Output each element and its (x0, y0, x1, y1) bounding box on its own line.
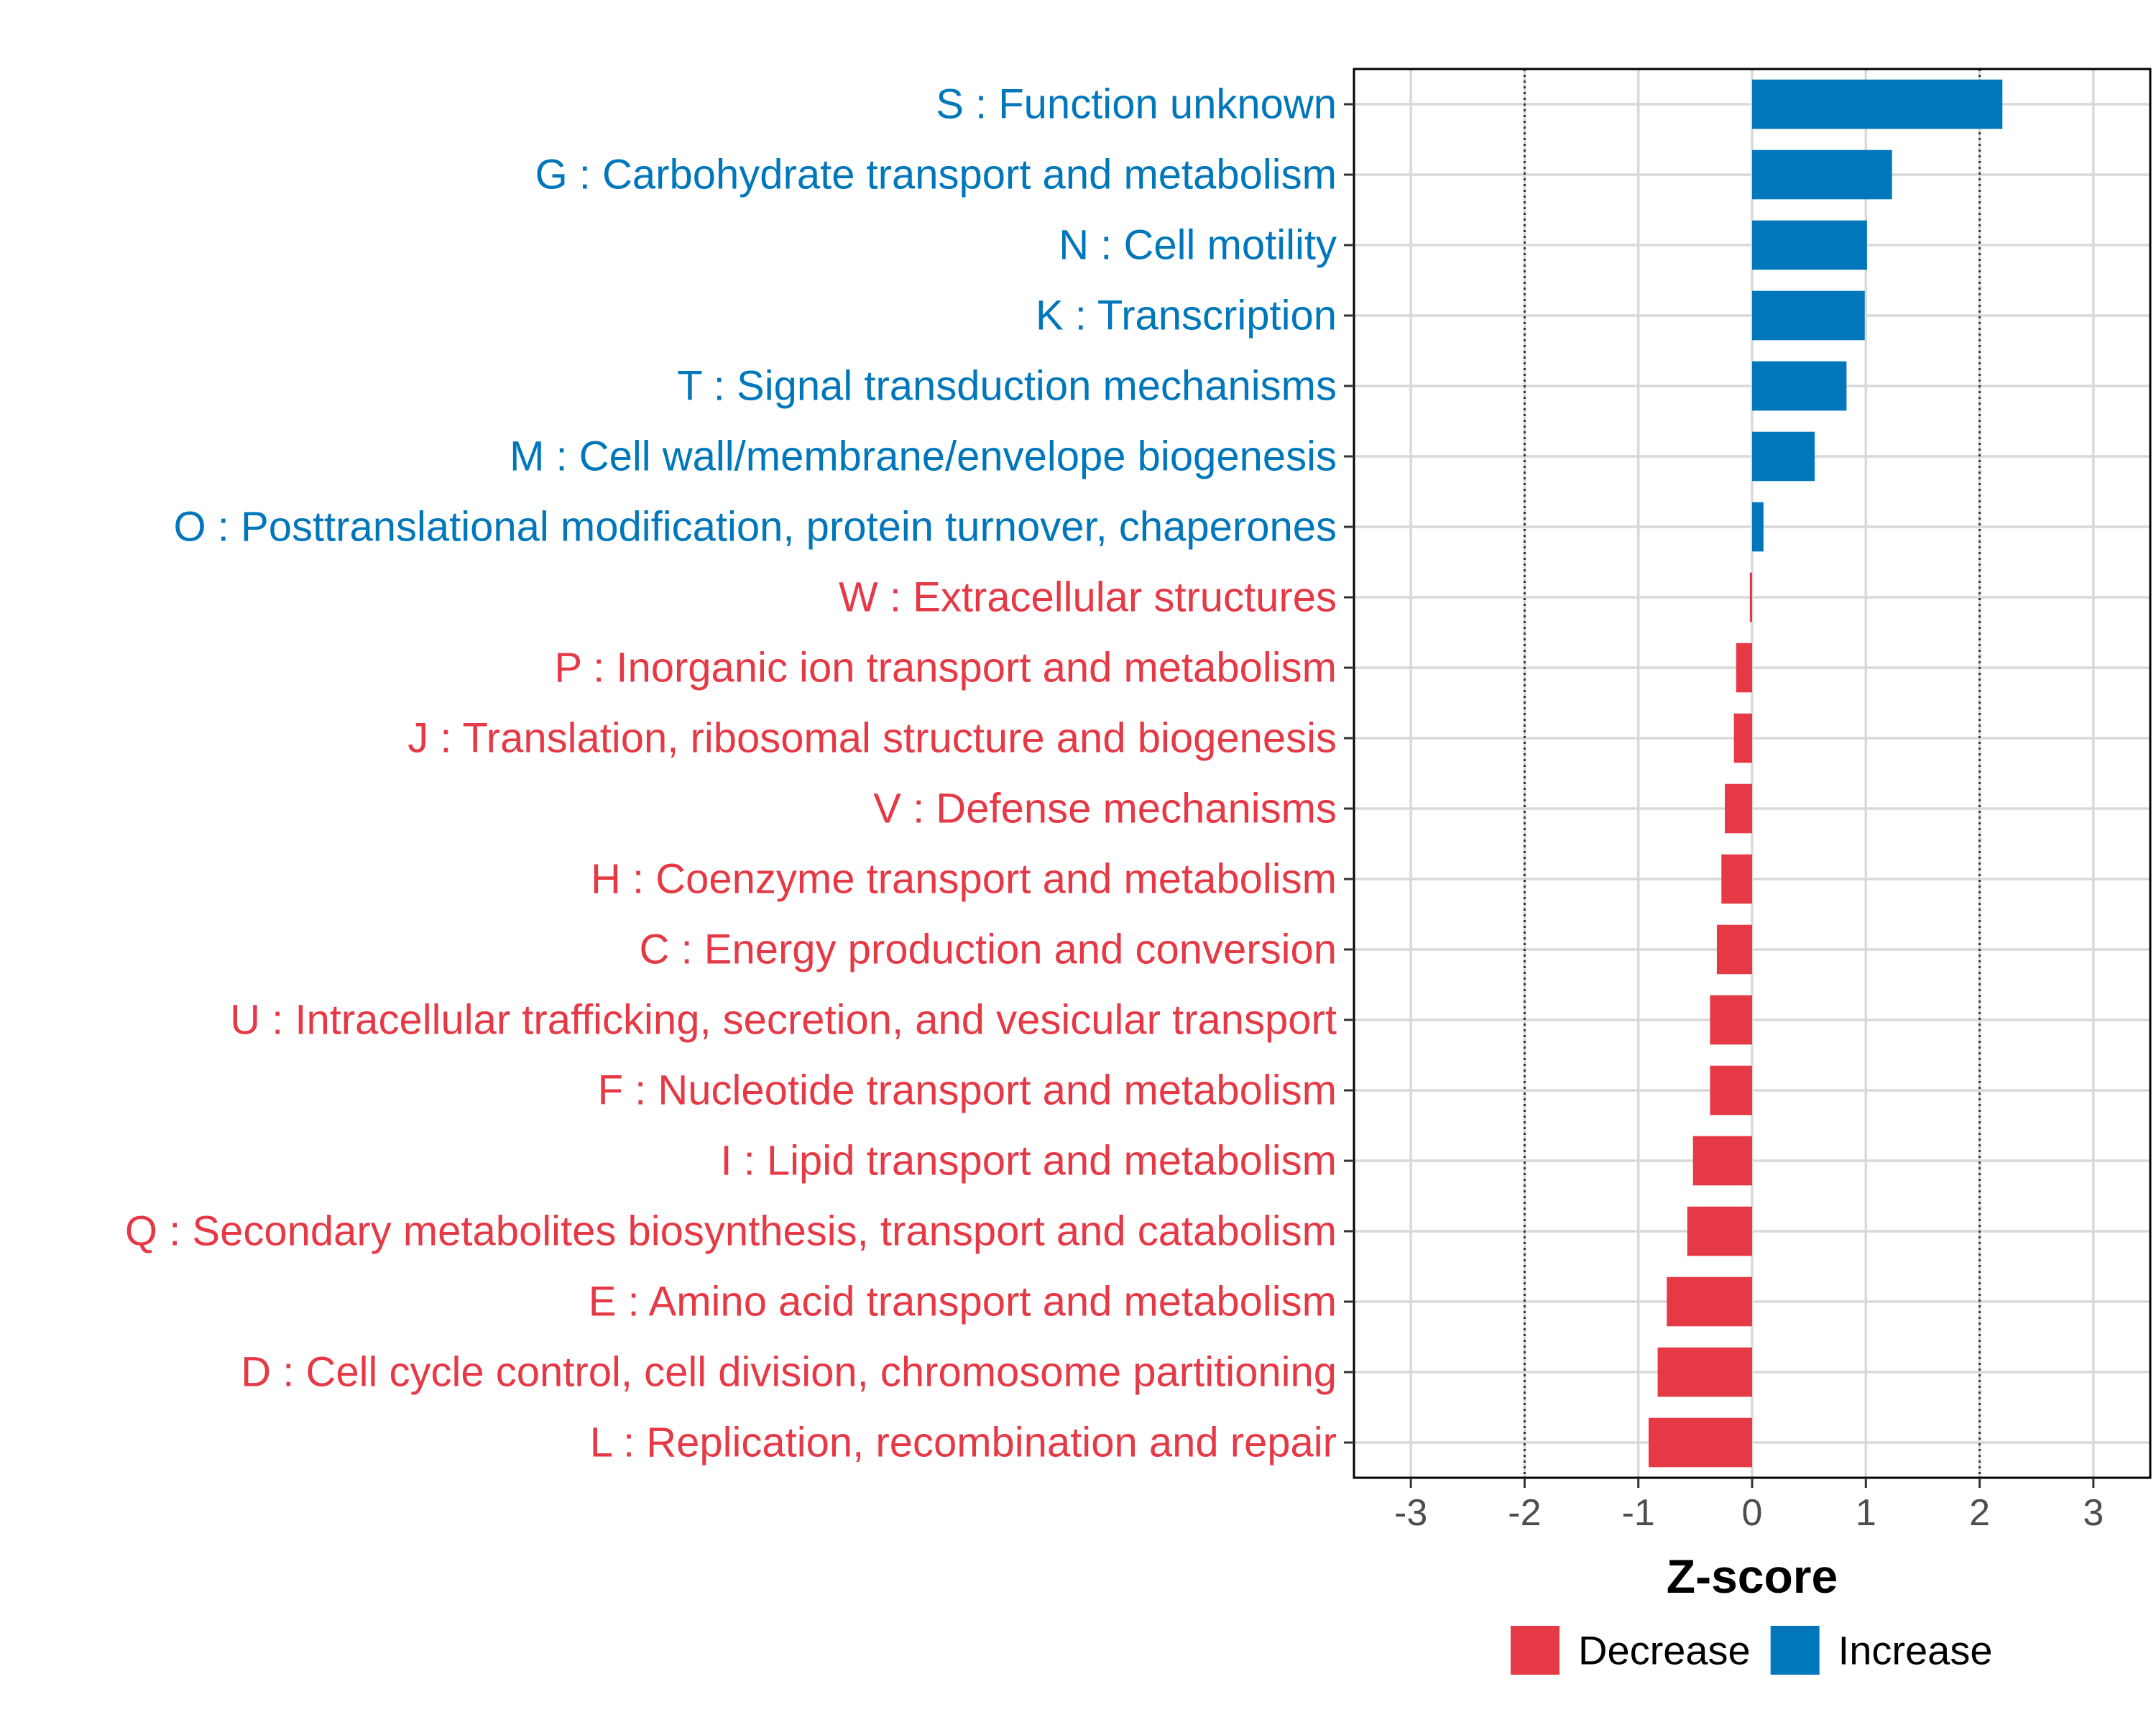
y-axis-ticks (1344, 103, 1354, 1444)
bar (1752, 79, 2003, 129)
category-label: N : Cell motility (1059, 222, 1337, 269)
bar (1687, 1206, 1752, 1256)
category-label: V : Defense mechanisms (873, 786, 1337, 832)
bar (1752, 220, 1867, 270)
bar (1733, 713, 1752, 763)
bars (1648, 79, 2003, 1468)
bar (1667, 1276, 1752, 1327)
category-label: M : Cell wall/membrane/envelope biogenes… (510, 433, 1337, 480)
category-label: P : Inorganic ion transport and metaboli… (554, 645, 1337, 691)
x-tick-label: -3 (1394, 1492, 1427, 1534)
category-label: F : Nucleotide transport and metabolism (598, 1067, 1337, 1114)
bar (1710, 1065, 1752, 1116)
x-tick-label: -2 (1508, 1492, 1541, 1534)
x-tick-label: 1 (1856, 1492, 1876, 1534)
legend-swatch (1511, 1626, 1560, 1675)
x-tick-label: 2 (1969, 1492, 1990, 1534)
category-label: J : Translation, ribosomal structure and… (407, 715, 1337, 762)
bar (1721, 854, 1752, 904)
category-label: O : Posttranslational modification, prot… (174, 504, 1337, 551)
x-tick-label: 3 (2083, 1492, 2104, 1534)
bar (1692, 1136, 1752, 1186)
bar (1725, 783, 1752, 834)
x-axis-ticks: -3 -2 -1 0 1 2 3 (1394, 1478, 2104, 1534)
category-label: K : Transcription (1036, 293, 1337, 339)
legend-label: Increase (1838, 1628, 1993, 1673)
category-label: Q : Secondary metabolites biosynthesis, … (125, 1208, 1337, 1255)
category-label: C : Energy production and conversion (640, 926, 1337, 973)
bar (1716, 924, 1752, 975)
category-label: S : Function unknown (936, 81, 1337, 128)
bar (1749, 572, 1752, 622)
category-label: D : Cell cycle control, cell division, c… (241, 1349, 1337, 1396)
category-label: T : Signal transduction mechanisms (677, 363, 1337, 410)
bar (1752, 290, 1865, 341)
category-label: W : Extracellular structures (839, 574, 1337, 621)
bar (1752, 150, 1892, 200)
bar (1752, 502, 1764, 552)
category-label: E : Amino acid transport and metabolism (589, 1279, 1337, 1325)
bar (1710, 995, 1752, 1045)
category-label: U : Intracellular trafficking, secretion… (230, 997, 1337, 1044)
bar (1648, 1417, 1752, 1468)
category-labels: S : Function unknown G : Carbohydrate tra… (125, 81, 1337, 1466)
category-label: G : Carbohydrate transport and metabolis… (535, 152, 1337, 198)
legend-label: Decrease (1578, 1628, 1751, 1673)
bar (1752, 361, 1847, 411)
category-label: H : Coenzyme transport and metabolism (591, 856, 1337, 903)
reference-lines (1523, 69, 1981, 1478)
legend-swatch (1770, 1626, 1820, 1675)
bar (1752, 431, 1815, 482)
bar (1736, 643, 1752, 693)
bar (1657, 1347, 1752, 1397)
x-tick-label: -1 (1622, 1492, 1655, 1534)
category-label: L : Replication, recombination and repai… (590, 1420, 1337, 1466)
category-label: I : Lipid transport and metabolism (720, 1138, 1337, 1184)
x-axis-title: Z-score (1667, 1550, 1838, 1603)
x-tick-label: 0 (1742, 1492, 1763, 1534)
legend: Decrease Increase (1511, 1626, 1992, 1675)
